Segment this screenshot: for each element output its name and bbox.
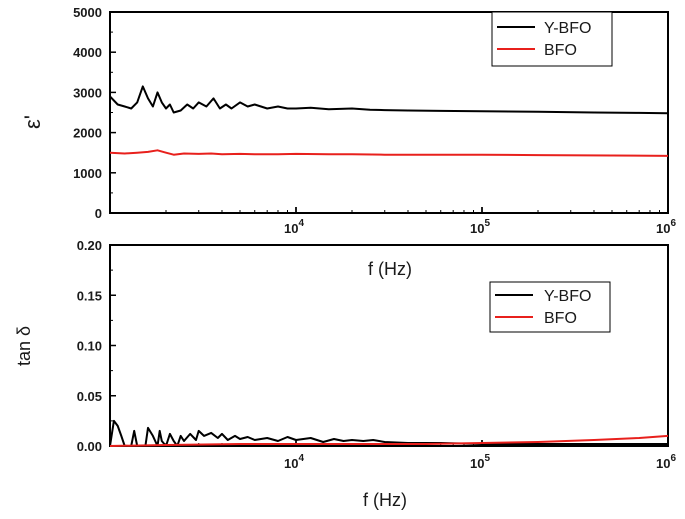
bottom-y-ticks: 0.00 0.05 0.10 0.15 0.20 [77,238,116,454]
series-line-bfo [109,434,669,447]
y-tick-label: 3000 [73,85,102,100]
y-tick-label: 0 [95,206,102,221]
bottom-legend: Y-BFO BFO [489,281,611,333]
top-x-axis-label: f (Hz) [368,259,412,279]
bottom-y-axis-label: tan δ [14,326,34,366]
x-tick-label: 104 [284,218,304,236]
y-tick-label: 2000 [73,126,102,141]
bottom-x-axis-label: f (Hz) [363,490,407,510]
top-y-axis-label: ε' [20,115,45,129]
y-tick-label: 4000 [73,45,102,60]
series-line-bfo [109,149,669,157]
x-tick-label: 106 [656,453,676,471]
top-y-ticks: 0 1000 2000 3000 4000 5000 [73,5,116,221]
y-tick-label: 0.05 [77,389,102,404]
top-panel: 0 1000 2000 3000 4000 5000 104 105 106 ε' f (Hz… [20,5,676,279]
y-tick-label: 1000 [73,166,102,181]
y-tick-label: 0.10 [77,339,102,354]
top-x-ticks: 104 105 106 [109,207,676,236]
top-legend-label-bfo: BFO [544,42,577,59]
series-line-y-bfo [109,419,668,447]
bottom-legend-box [489,281,611,333]
top-legend-label-ybfo: Y-BFO [544,20,591,37]
x-tick-label: 105 [470,453,490,471]
x-tick-label: 104 [284,453,304,471]
y-tick-label: 5000 [73,5,102,20]
top-legend-box [491,11,613,67]
bottom-legend-label-bfo: BFO [544,310,577,327]
bottom-series-lines [109,419,669,447]
top-series-lines [109,85,669,157]
series-line-y-bfo [109,85,669,115]
y-tick-label: 0.15 [77,288,102,303]
y-tick-label: 0.00 [77,439,102,454]
bottom-legend-label-ybfo: Y-BFO [544,288,591,305]
y-tick-label: 0.20 [77,238,102,253]
x-tick-label: 106 [656,218,676,236]
bottom-panel: 0.00 0.05 0.10 0.15 0.20 104 105 106 tan δ f (… [14,238,676,510]
x-tick-label: 105 [470,218,490,236]
top-legend: Y-BFO BFO [491,11,613,67]
